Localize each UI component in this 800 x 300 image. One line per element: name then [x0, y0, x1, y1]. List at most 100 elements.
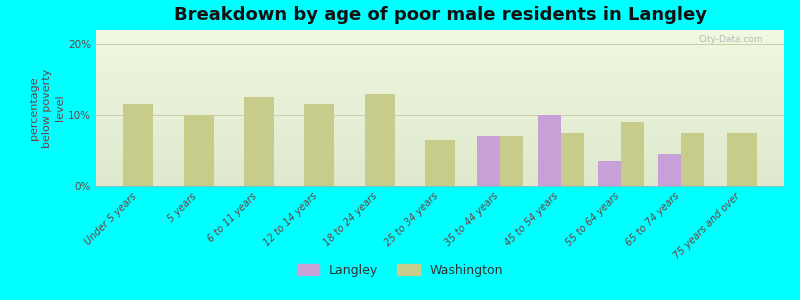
Bar [96, 95, 784, 96]
Bar [96, 84, 784, 85]
Bar [96, 97, 784, 98]
Bar [96, 137, 784, 138]
Bar [96, 130, 784, 131]
Bar [96, 165, 784, 166]
Bar [96, 178, 784, 179]
Bar [96, 77, 784, 78]
Bar [96, 104, 784, 105]
Bar [96, 82, 784, 83]
Bar [96, 163, 784, 164]
Bar [96, 161, 784, 162]
Bar [96, 183, 784, 184]
Bar [96, 103, 784, 104]
Bar [96, 89, 784, 90]
Bar [96, 62, 784, 63]
Bar [96, 111, 784, 112]
Bar [96, 87, 784, 88]
Bar [96, 116, 784, 117]
Bar [96, 94, 784, 95]
Bar [96, 102, 784, 103]
Bar [96, 47, 784, 48]
Bar [96, 169, 784, 170]
Bar [96, 67, 784, 68]
Bar [96, 96, 784, 97]
Bar [96, 88, 784, 89]
Bar [96, 92, 784, 93]
Bar [96, 145, 784, 146]
Bar [96, 108, 784, 109]
Bar [96, 123, 784, 124]
Bar [96, 135, 784, 136]
Bar [96, 45, 784, 46]
Bar [96, 31, 784, 32]
Bar [96, 160, 784, 161]
Bar [96, 112, 784, 113]
Bar [96, 50, 784, 51]
Bar [96, 175, 784, 176]
Bar [682, 133, 704, 186]
Bar [96, 141, 784, 142]
Bar [304, 104, 334, 186]
Bar [96, 58, 784, 59]
Bar [96, 177, 784, 178]
Bar [96, 76, 784, 77]
Bar [96, 86, 784, 87]
Bar [96, 48, 784, 49]
Bar [96, 43, 784, 44]
Bar [96, 55, 784, 56]
Bar [96, 37, 784, 38]
Bar [96, 85, 784, 86]
Bar [96, 142, 784, 143]
Bar [96, 54, 784, 55]
Bar [96, 134, 784, 135]
Bar [96, 80, 784, 81]
Bar [96, 60, 784, 61]
Bar [123, 104, 153, 186]
Bar [96, 121, 784, 122]
Bar [538, 115, 561, 186]
Bar [96, 164, 784, 165]
Bar [96, 148, 784, 149]
Bar [96, 185, 784, 186]
Bar [96, 35, 784, 36]
Bar [96, 46, 784, 47]
Bar [96, 40, 784, 41]
Bar [96, 133, 784, 134]
Bar [96, 66, 784, 67]
Bar [96, 149, 784, 150]
Bar [96, 158, 784, 159]
Bar [425, 140, 455, 186]
Bar [96, 174, 784, 175]
Bar [96, 124, 784, 125]
Bar [96, 155, 784, 156]
Bar [96, 181, 784, 182]
Bar [96, 162, 784, 163]
Bar [96, 167, 784, 168]
Bar [478, 136, 500, 186]
Bar [96, 59, 784, 60]
Bar [96, 118, 784, 119]
Bar [96, 150, 784, 151]
Bar [96, 166, 784, 167]
Bar [96, 30, 784, 31]
Bar [96, 132, 784, 133]
Bar [96, 32, 784, 33]
Bar [96, 107, 784, 108]
Bar [96, 53, 784, 54]
Bar [365, 94, 394, 186]
Bar [96, 93, 784, 94]
Bar [96, 81, 784, 82]
Bar [658, 154, 682, 186]
Bar [96, 106, 784, 107]
Bar [96, 171, 784, 172]
Bar [96, 99, 784, 100]
Bar [96, 61, 784, 62]
Bar [96, 152, 784, 153]
Bar [96, 74, 784, 75]
Bar [96, 42, 784, 43]
Bar [96, 63, 784, 64]
Bar [96, 100, 784, 101]
Bar [96, 184, 784, 185]
Bar [96, 36, 784, 37]
Bar [96, 128, 784, 129]
